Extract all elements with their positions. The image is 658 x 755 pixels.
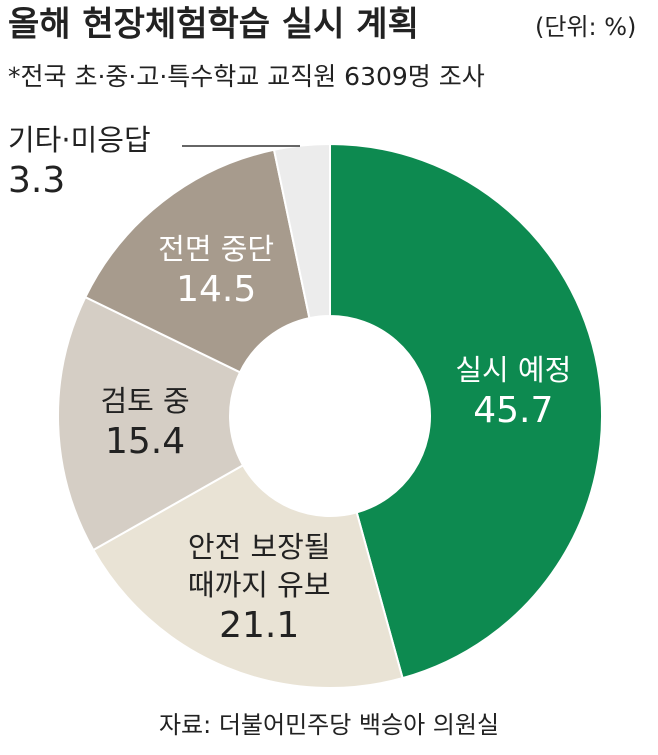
slice-label: 기타·미응답	[8, 123, 151, 157]
donut-slice	[57, 295, 245, 552]
slice-label: 실시 예정	[455, 353, 571, 387]
slice-value: 3.3	[8, 160, 65, 201]
slice-value: 14.5	[176, 269, 256, 310]
donut-slice	[84, 148, 311, 374]
chart-subtitle: *전국 초·중·고·특수학교 교직원 6309명 조사	[8, 62, 485, 91]
source-note: 자료: 더불어민주당 백승아 의원실	[159, 711, 499, 739]
donut-slice	[272, 142, 331, 320]
slice-value: 45.7	[473, 390, 553, 431]
slice-value: 15.4	[105, 421, 185, 462]
donut-slice	[329, 142, 603, 680]
chart-title: 올해 현장체험학습 실시 계획	[8, 5, 419, 45]
unit-note: (단위: %)	[535, 13, 636, 41]
slice-value: 21.1	[219, 605, 299, 646]
slice-label: 검토 중	[100, 384, 189, 418]
donut-slice	[91, 463, 404, 689]
slice-label: 전면 중단	[158, 232, 274, 266]
slice-label: 안전 보장될 때까지 유보	[188, 530, 331, 602]
